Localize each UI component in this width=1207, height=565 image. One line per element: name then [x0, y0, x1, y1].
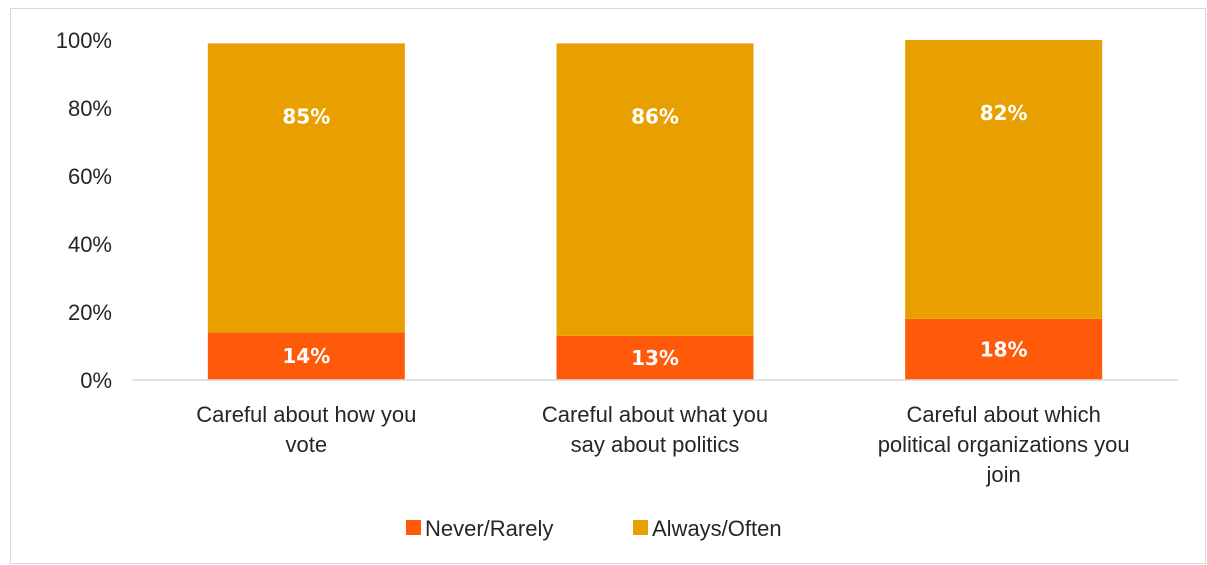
data-label: 14%: [282, 344, 330, 368]
y-tick-label: 100%: [56, 28, 112, 53]
x-category-label: say about politics: [571, 432, 740, 457]
data-label: 85%: [282, 104, 330, 128]
x-category-label: vote: [286, 432, 328, 457]
y-tick-label: 80%: [68, 96, 112, 121]
y-tick-label: 20%: [68, 300, 112, 325]
y-tick-label: 60%: [68, 164, 112, 189]
legend-label: Never/Rarely: [425, 516, 553, 541]
x-category-label: Careful about what you: [542, 402, 768, 427]
x-category-label: political organizations you: [878, 432, 1130, 457]
legend-swatch-always-often: [633, 520, 648, 535]
y-tick-label: 0%: [80, 368, 112, 393]
y-tick-label: 40%: [68, 232, 112, 257]
bar-segment-never-rarely: [556, 335, 754, 380]
x-category-label: Careful about how you: [196, 402, 416, 427]
data-label: 18%: [980, 337, 1028, 361]
legend-label: Always/Often: [652, 516, 782, 541]
legend-swatch-never-rarely: [406, 520, 421, 535]
x-category-label: Careful about which: [906, 402, 1100, 427]
x-category-label: join: [986, 462, 1021, 487]
bar-segment-never-rarely: [207, 332, 405, 380]
bar-segment-always-often: [207, 43, 405, 333]
bar-segment-never-rarely: [905, 318, 1103, 380]
bar-segment-always-often: [556, 43, 754, 336]
data-label: 82%: [980, 101, 1028, 125]
bar-segment-always-often: [905, 40, 1103, 319]
data-label: 13%: [631, 346, 679, 370]
data-label: 86%: [631, 104, 679, 128]
